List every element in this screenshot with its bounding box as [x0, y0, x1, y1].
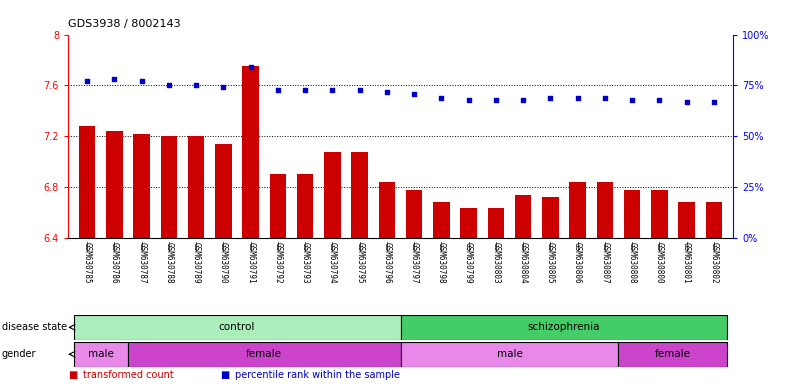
- Bar: [161, 136, 177, 384]
- Bar: [79, 126, 95, 384]
- Text: GSM630807: GSM630807: [601, 242, 610, 283]
- Bar: [624, 190, 640, 384]
- Bar: [597, 182, 613, 384]
- Text: GSM630793: GSM630793: [300, 242, 310, 283]
- Bar: [570, 182, 586, 384]
- Text: percentile rank within the sample: percentile rank within the sample: [235, 370, 400, 380]
- Point: [653, 97, 666, 103]
- Text: GSM630798: GSM630798: [437, 242, 446, 283]
- Bar: [461, 208, 477, 384]
- Text: GSM630801: GSM630801: [682, 242, 691, 283]
- Text: female: female: [655, 349, 691, 359]
- Point: [489, 97, 502, 103]
- Text: GSM630789: GSM630789: [191, 242, 200, 283]
- Text: GSM630791: GSM630791: [246, 242, 256, 283]
- Point: [81, 78, 94, 84]
- Bar: [400, 315, 727, 340]
- Text: GSM630786: GSM630786: [110, 242, 119, 283]
- Point: [462, 97, 475, 103]
- Text: GSM630800: GSM630800: [655, 242, 664, 283]
- Point: [380, 88, 393, 94]
- Text: GDS3938 / 8002143: GDS3938 / 8002143: [68, 19, 181, 29]
- Point: [244, 64, 257, 70]
- Text: GSM630804: GSM630804: [518, 242, 528, 283]
- Text: GSM630796: GSM630796: [382, 242, 392, 283]
- Point: [680, 99, 693, 105]
- Text: GSM630797: GSM630797: [409, 242, 419, 283]
- Bar: [134, 134, 150, 384]
- Point: [544, 94, 557, 101]
- Point: [299, 86, 312, 93]
- Text: GSM630788: GSM630788: [164, 242, 173, 283]
- Bar: [188, 136, 204, 384]
- Bar: [74, 342, 128, 367]
- Text: GSM630785: GSM630785: [83, 242, 91, 283]
- Text: schizophrenia: schizophrenia: [528, 322, 600, 333]
- Point: [108, 76, 121, 83]
- Bar: [400, 342, 618, 367]
- Bar: [128, 342, 400, 367]
- Text: GSM630805: GSM630805: [545, 242, 555, 283]
- Bar: [270, 174, 286, 384]
- Bar: [433, 202, 449, 384]
- Text: transformed count: transformed count: [83, 370, 173, 380]
- Text: disease state: disease state: [2, 322, 66, 333]
- Bar: [678, 202, 694, 384]
- Bar: [651, 190, 667, 384]
- Text: GSM630802: GSM630802: [710, 242, 718, 283]
- Text: male: male: [497, 349, 522, 359]
- Text: ■: ■: [220, 370, 230, 380]
- Point: [707, 99, 720, 105]
- Point: [163, 83, 175, 89]
- Point: [598, 94, 611, 101]
- Bar: [215, 144, 231, 384]
- Text: GSM630794: GSM630794: [328, 242, 337, 283]
- Point: [571, 94, 584, 101]
- Bar: [515, 195, 531, 384]
- Bar: [243, 66, 259, 384]
- Text: GSM630790: GSM630790: [219, 242, 228, 283]
- Point: [626, 97, 638, 103]
- Bar: [542, 197, 558, 384]
- Point: [135, 78, 148, 84]
- Bar: [297, 174, 313, 384]
- Bar: [618, 342, 727, 367]
- Text: GSM630795: GSM630795: [355, 242, 364, 283]
- Text: GSM630803: GSM630803: [491, 242, 501, 283]
- Text: GSM630787: GSM630787: [137, 242, 146, 283]
- Text: GSM630806: GSM630806: [573, 242, 582, 283]
- Bar: [352, 152, 368, 384]
- Text: male: male: [88, 349, 114, 359]
- Point: [408, 91, 421, 97]
- Text: control: control: [219, 322, 256, 333]
- Text: gender: gender: [2, 349, 36, 359]
- Point: [353, 86, 366, 93]
- Bar: [406, 190, 422, 384]
- Bar: [107, 131, 123, 384]
- Text: GSM630808: GSM630808: [628, 242, 637, 283]
- Text: ■: ■: [68, 370, 78, 380]
- Bar: [706, 202, 722, 384]
- Bar: [379, 182, 395, 384]
- Point: [517, 97, 529, 103]
- Text: GSM630792: GSM630792: [273, 242, 283, 283]
- Text: female: female: [246, 349, 282, 359]
- Point: [326, 86, 339, 93]
- Point: [190, 83, 203, 89]
- Text: GSM630799: GSM630799: [464, 242, 473, 283]
- Bar: [74, 315, 401, 340]
- Point: [272, 86, 284, 93]
- Bar: [488, 208, 504, 384]
- Point: [435, 94, 448, 101]
- Point: [217, 84, 230, 91]
- Bar: [324, 152, 340, 384]
